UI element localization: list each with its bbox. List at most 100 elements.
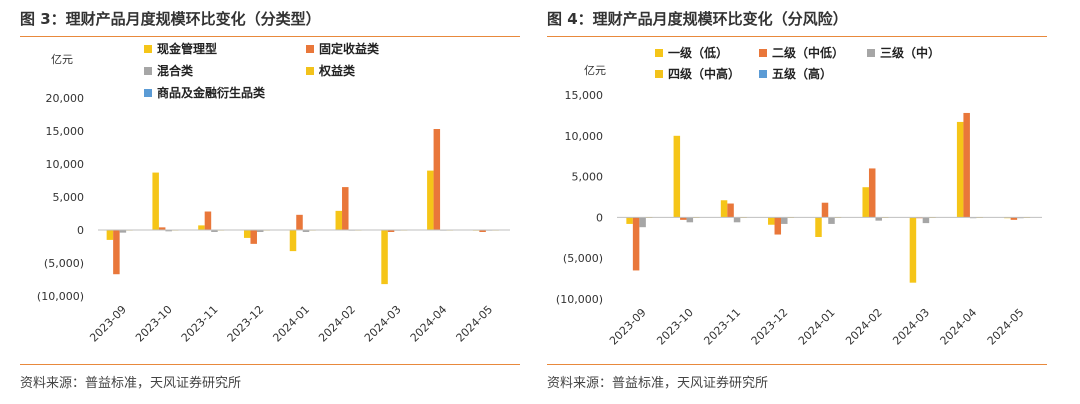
x-tick-label: 2023-12	[225, 303, 267, 345]
bar	[296, 214, 303, 230]
bar	[342, 187, 349, 230]
legend-label: 固定收益类	[319, 41, 380, 56]
bar	[963, 112, 970, 218]
x-tick-label: 2024-03	[890, 306, 932, 348]
legend-label: 现金管理型	[157, 41, 217, 56]
bar	[768, 217, 775, 225]
bar	[165, 230, 172, 232]
source-divider	[547, 364, 1047, 365]
bar	[727, 203, 734, 218]
bar	[152, 172, 159, 230]
y-axis-unit: 亿元	[51, 53, 73, 66]
bar	[720, 200, 728, 218]
legend-label: 一级（低）	[668, 45, 728, 60]
bar	[821, 202, 829, 218]
bar	[387, 230, 395, 232]
bar	[781, 217, 788, 224]
x-tick-label: 2023-11	[701, 306, 743, 348]
legend-label: 混合类	[157, 63, 194, 78]
bar	[302, 230, 310, 232]
y-tick-label: 20,000	[46, 92, 85, 105]
y-tick-label: 15,000	[46, 125, 85, 138]
bar	[922, 217, 930, 224]
x-tick-label: 2024-01	[270, 303, 312, 345]
legend-label: 商品及金融衍生品类	[157, 85, 266, 100]
y-tick-label: 5,000	[572, 171, 604, 184]
x-tick-label: 2024-02	[843, 306, 885, 348]
legend-swatch	[867, 49, 875, 57]
bar	[686, 217, 694, 223]
bar	[119, 230, 127, 233]
y-tick-label: (5,000)	[563, 252, 603, 265]
x-tick-label: 2023-12	[749, 306, 791, 348]
x-tick-label: 2024-04	[938, 306, 980, 348]
x-tick-label: 2024-05	[985, 306, 1027, 348]
bar	[639, 217, 646, 228]
y-tick-label: 15,000	[565, 89, 604, 102]
bar	[433, 129, 441, 230]
x-tick-label: 2023-10	[133, 303, 175, 345]
bar	[256, 230, 264, 232]
x-tick-label: 2023-09	[607, 306, 649, 348]
source-divider	[20, 364, 520, 365]
title-divider	[20, 36, 520, 37]
bar	[250, 230, 257, 244]
x-tick-label: 2023-09	[87, 303, 129, 345]
x-tick-label: 2023-10	[654, 306, 696, 348]
bar	[427, 170, 434, 230]
bar	[381, 230, 388, 285]
x-tick-label: 2024-04	[408, 303, 450, 345]
x-tick-label: 2024-01	[796, 306, 838, 348]
bar	[106, 230, 114, 240]
source-note: 资料来源：普益标准，天风证券研究所	[547, 376, 769, 391]
bar	[956, 121, 964, 218]
x-tick-label: 2024-02	[316, 303, 358, 345]
legend-label: 三级（中）	[880, 45, 940, 60]
bar	[113, 230, 120, 275]
y-tick-label: (10,000)	[37, 290, 84, 303]
y-tick-label: 10,000	[46, 158, 85, 171]
chart-by-type: 亿元 20,000 15,000 10,000 5,000 0 (5,000) (10,000…	[37, 41, 510, 345]
y-axis-unit: 亿元	[584, 64, 606, 77]
y-tick-label: (5,000)	[44, 257, 84, 270]
bar	[632, 217, 640, 271]
bar	[1010, 217, 1018, 220]
bar	[626, 217, 633, 224]
bar	[289, 230, 297, 252]
y-tick-label: 0	[77, 224, 84, 237]
x-tick-label: 2024-03	[362, 303, 404, 345]
bar	[673, 135, 681, 218]
bar	[733, 217, 741, 223]
legend-swatch	[655, 49, 663, 57]
bar	[211, 230, 218, 232]
bar	[815, 217, 822, 237]
legend-swatch	[306, 45, 314, 53]
legend-swatch	[144, 89, 152, 97]
bar	[198, 225, 205, 230]
chart-title: 图 4：理财产品月度规模环比变化（分风险）	[547, 10, 848, 28]
bar	[680, 217, 687, 220]
chart-title: 图 3：理财产品月度规模环比变化（分类型）	[20, 10, 321, 28]
bar	[862, 187, 869, 218]
legend-label: 权益类	[318, 63, 356, 78]
chart-by-risk: 亿元 15,000 10,000 5,000 0 (5,000) (10,000) 一级（低）…	[556, 45, 1042, 348]
legend-swatch	[144, 67, 152, 75]
x-tick-label: 2023-11	[179, 303, 221, 345]
y-tick-label: 5,000	[53, 191, 85, 204]
bar	[774, 217, 782, 235]
y-tick-label: (10,000)	[556, 293, 603, 306]
right-chart-panel: 图 4：理财产品月度规模环比变化（分风险） 亿元 15,000 10,000 5,00…	[547, 0, 1047, 404]
legend-label: 二级（中低）	[772, 45, 844, 60]
bar	[868, 168, 876, 218]
legend-swatch	[655, 70, 663, 78]
y-tick-label: 0	[596, 211, 603, 224]
bar	[158, 227, 166, 230]
bar	[479, 230, 486, 232]
bar	[335, 210, 343, 230]
legend-swatch	[306, 67, 314, 75]
bar	[243, 230, 251, 238]
title-divider	[547, 36, 1047, 37]
legend-swatch	[759, 49, 767, 57]
y-tick-label: 10,000	[565, 130, 604, 143]
legend-swatch	[144, 45, 152, 53]
